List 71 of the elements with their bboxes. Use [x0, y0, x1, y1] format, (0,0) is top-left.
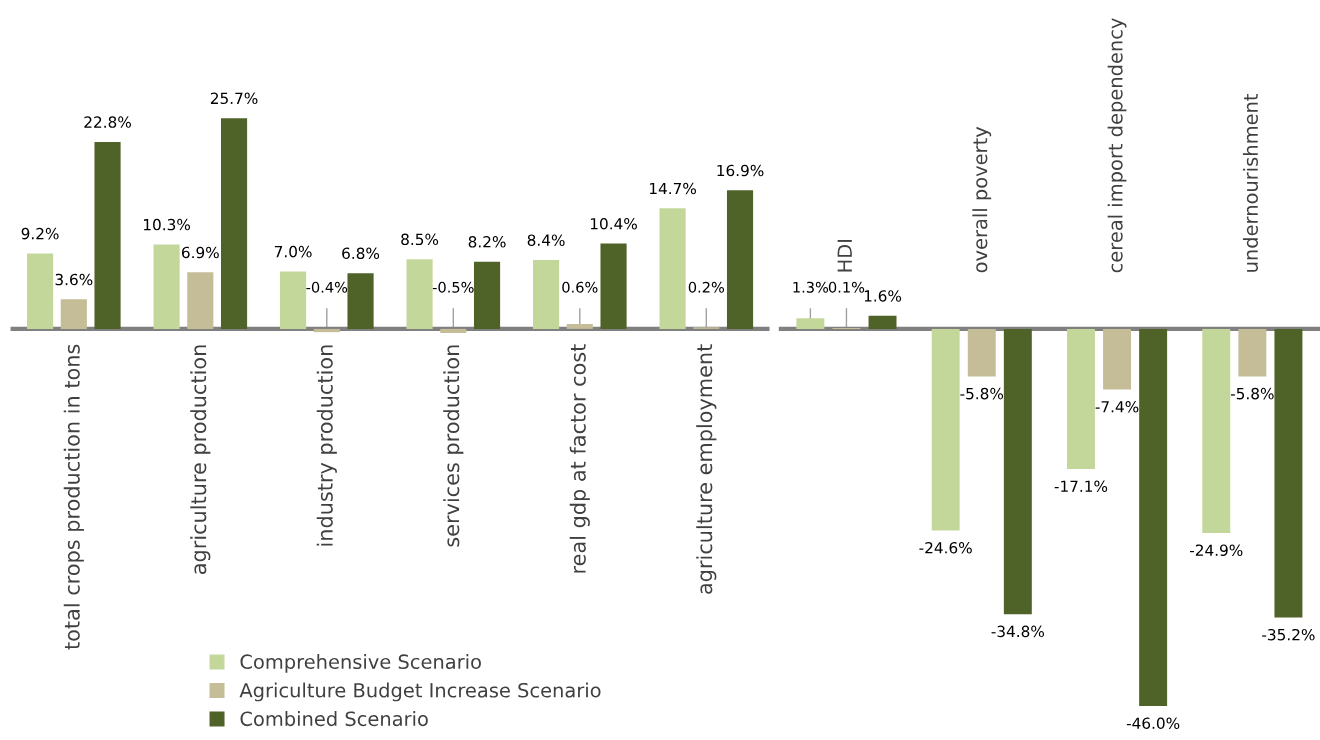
data-label: -24.9%: [1189, 544, 1243, 556]
data-label: -7.4%: [1095, 400, 1139, 413]
data-label: 1.6%: [864, 290, 902, 302]
bar: [796, 318, 825, 329]
bar: [27, 253, 54, 329]
x-tick-label: services production: [443, 345, 464, 547]
bar: [1139, 328, 1168, 707]
bar: [187, 272, 214, 329]
bar: [440, 328, 467, 333]
data-label: -5.8%: [960, 387, 1004, 400]
legend-label: Combined Scenario: [240, 711, 428, 727]
x-tick-label: overall poverty: [972, 126, 992, 273]
data-label: -0.5%: [432, 281, 474, 293]
data-label: -0.4%: [306, 281, 348, 293]
bar: [220, 118, 248, 329]
data-label: 8.4%: [527, 234, 565, 246]
data-label: 3.6%: [55, 273, 93, 286]
legend-label: Agriculture Budget Increase Scenario: [239, 682, 601, 702]
bar: [659, 208, 686, 329]
data-label: 14.7%: [649, 182, 696, 195]
bar: [868, 315, 897, 329]
data-label: 10.3%: [143, 218, 190, 231]
bar: [94, 141, 121, 329]
data-label: 6.9%: [181, 246, 219, 259]
data-label: 8.5%: [401, 233, 439, 246]
bar: [406, 259, 433, 329]
bar: [967, 328, 996, 377]
data-label: 7.0%: [274, 245, 312, 258]
data-label: -46.0%: [1126, 717, 1180, 729]
x-tick-label: undernourishment: [1242, 94, 1258, 272]
data-label: -35.2%: [1262, 628, 1315, 641]
bar: [1003, 328, 1032, 615]
data-label: 6.8%: [342, 247, 380, 260]
data-label: -5.8%: [1230, 387, 1274, 400]
bar: [153, 244, 180, 329]
bar: [931, 328, 960, 531]
bar: [313, 328, 340, 333]
bar: [726, 190, 754, 329]
x-tick-label: real gdp at factor cost: [569, 344, 590, 573]
bar: [347, 273, 374, 329]
data-label: 0.1%: [828, 281, 865, 293]
data-label: 25.7%: [210, 92, 258, 105]
bar: [1103, 328, 1132, 390]
data-label: 0.2%: [688, 281, 725, 293]
x-tick-label: industry production: [316, 345, 337, 546]
x-tick-label: HDI: [837, 239, 852, 272]
bar: [566, 323, 593, 329]
bar: [1066, 328, 1095, 470]
bar: [600, 243, 627, 329]
bar: [473, 261, 501, 329]
data-label: 9.2%: [21, 227, 59, 240]
bar: [1202, 328, 1231, 534]
bar: [533, 260, 560, 329]
data-label: -24.6%: [919, 541, 972, 554]
x-tick-label: cereal import dependency: [1107, 18, 1127, 273]
bar: [1238, 328, 1267, 377]
x-tick-label: agriculture employment: [696, 344, 717, 594]
x-tick-label: total crops production in tons: [63, 344, 84, 650]
data-label: -17.1%: [1054, 480, 1108, 493]
bar: [60, 299, 87, 329]
data-label: 1.3%: [793, 281, 829, 293]
data-label: 0.6%: [562, 281, 598, 293]
data-label: 16.9%: [717, 164, 764, 177]
x-tick-label: agriculture production: [190, 345, 211, 574]
bar: [1274, 328, 1303, 618]
data-label: -34.8%: [991, 625, 1045, 638]
legend-label: Comprehensive Scenario: [240, 654, 481, 673]
data-label: 22.8%: [84, 116, 131, 128]
data-label: 10.4%: [590, 217, 637, 230]
bar: [280, 271, 307, 329]
data-label: 8.2%: [468, 236, 506, 248]
